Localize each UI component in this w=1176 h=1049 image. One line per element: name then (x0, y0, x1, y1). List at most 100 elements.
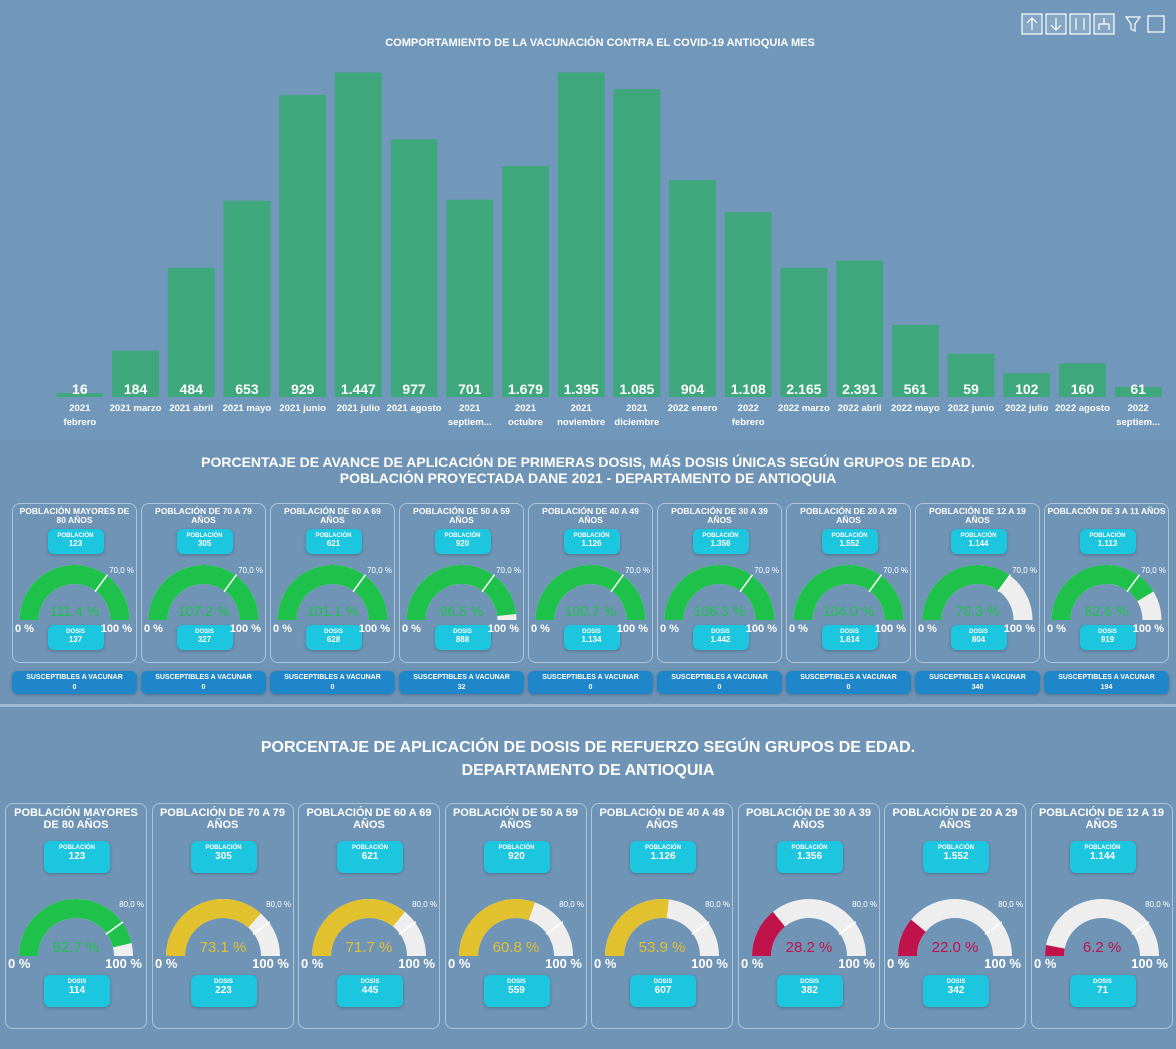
dose-pill-label: DOSIS (360, 979, 380, 985)
population-pill-label: POBLACIÓN (645, 845, 681, 851)
max-label: 100 % (545, 956, 582, 970)
percent-label: 92.7 % (53, 939, 100, 956)
gauge: 80,0 % 22.0 % 0 % 100 % (887, 899, 1023, 970)
card-title: POBLACIÓN DE 40 A 49 AÑOS (542, 506, 639, 526)
target-marker (997, 574, 1012, 593)
population-pill-value: 1.144 (968, 539, 989, 548)
gauge-fill (605, 899, 669, 956)
percent-label: 111.4 % (50, 603, 99, 619)
card-title: POBLACIÓN DE 30 A 39 AÑOS (745, 807, 872, 832)
value-label: 160 (1071, 381, 1095, 397)
target-label: 80,0 % (119, 900, 144, 909)
bar (223, 200, 271, 397)
card-title: POBLACIÓN MAYORES DE 80 AÑOS (14, 807, 138, 832)
dose-pill: DOSIS 382 (776, 975, 843, 1007)
min-label: 0 % (531, 623, 550, 635)
susceptible-value: 32 (457, 684, 466, 691)
gauge-card: POBLACIÓN MAYORES DE 80 AÑOS POBLACIÓN 123… (5, 803, 147, 1029)
bar (56, 392, 104, 397)
bar (334, 72, 382, 397)
min-label: 0 % (789, 623, 808, 635)
dose-pill-label: DOSIS (214, 979, 233, 985)
bar (947, 353, 995, 397)
max-label: 100 % (398, 956, 435, 970)
susceptible-pill: SUSCEPTIBLES A VACUNAR 0 (786, 671, 911, 694)
gauge: 70,0 % 70.3 % 0 % 100 % (918, 565, 1037, 635)
min-label: 0 % (273, 623, 292, 635)
susceptible-label: SUSCEPTIBLES A VACUNAR (1058, 674, 1155, 681)
dose-pill-value: 919 (1100, 635, 1115, 644)
dose-pill-value: 137 (68, 635, 83, 644)
dose-pill-label: DOSIS (969, 629, 988, 635)
expand-all[interactable] (1069, 13, 1091, 35)
target-label: 70,0 % (109, 566, 134, 575)
target-marker (544, 921, 563, 935)
population-pill-value: 1.126 (581, 539, 602, 548)
toolbar (1021, 13, 1165, 35)
x-tick-label: 2022 abril (837, 403, 882, 414)
population-pill: POBLACIÓN 1.356 (692, 529, 749, 554)
susceptible-label: SUSCEPTIBLES A VACUNAR (800, 674, 897, 681)
min-label: 0 % (448, 956, 471, 970)
max-label: 100 % (1004, 623, 1035, 635)
card-title: POBLACIÓN DE 60 A 69 AÑOS (284, 506, 381, 526)
dose-pill-value: 114 (68, 985, 86, 996)
gauge: 80,0 % 73.1 % 0 % 100 % (155, 899, 291, 970)
bar (1114, 386, 1162, 397)
gauge-fill (277, 565, 388, 620)
population-pill-value: 621 (361, 851, 379, 862)
max-label: 100 % (101, 623, 132, 635)
max-label: 100 % (1133, 623, 1164, 635)
dose-pill: DOSIS 223 (190, 975, 257, 1007)
population-pill-label: POBLACIÓN (938, 845, 974, 851)
target-marker (868, 574, 883, 593)
value-label: 102 (1015, 381, 1039, 397)
value-label: 977 (402, 381, 426, 397)
population-pill: POBLACIÓN 1.113 (1079, 529, 1136, 554)
card-title: POBLACIÓN DE 70 A 79 AÑOS (155, 506, 252, 526)
target-marker (691, 921, 710, 935)
target-label: 70,0 % (496, 566, 521, 575)
filter-button[interactable] (1124, 16, 1142, 32)
min-label: 0 % (1047, 623, 1066, 635)
min-label: 0 % (301, 956, 324, 970)
min-label: 0 % (918, 623, 937, 635)
gauge-fill (165, 899, 261, 956)
target-marker (481, 574, 496, 593)
max-label: 100 % (359, 623, 390, 635)
bar (279, 95, 327, 398)
bar (724, 212, 772, 397)
population-pill-label: POBLACIÓN (791, 845, 828, 851)
focus-button[interactable] (1147, 15, 1165, 33)
dose-pill-value: 382 (801, 985, 818, 996)
percent-label: 70.3 % (956, 603, 1000, 619)
population-pill-value: 1.552 (839, 539, 860, 548)
bar (502, 166, 549, 397)
target-label: 70,0 % (754, 566, 779, 575)
dose-pill-label: DOSIS (1093, 979, 1112, 985)
population-pill: POBLACIÓN 123 (44, 841, 110, 873)
population-pill-value: 1.126 (650, 851, 676, 862)
x-tick-label: 2022 enero (667, 403, 718, 414)
susceptible-value: 0 (588, 684, 593, 691)
dose-pill-value: 607 (654, 985, 672, 996)
population-pill-label: POBLACIÓN (573, 533, 610, 539)
population-pill-label: POBLACIÓN (57, 533, 94, 539)
percent-label: 73.1 % (199, 939, 246, 956)
susceptible-value: 0 (72, 684, 77, 691)
population-pill-value: 1.144 (1089, 851, 1116, 862)
target-label: 80,0 % (705, 900, 730, 909)
target-marker (223, 574, 238, 593)
gauge: 70,0 % 111.4 % 0 % 100 % (15, 565, 134, 635)
target-marker (1126, 574, 1141, 593)
population-pill: POBLACIÓN 621 (337, 841, 403, 873)
population-pill: POBLACIÓN 1.552 (923, 841, 989, 873)
dose-pill-label: DOSIS (653, 979, 673, 985)
value-label: 2.391 (842, 381, 877, 397)
gauge: 80,0 % 71.7 % 0 % 100 % (301, 899, 437, 970)
susceptible-pill: SUSCEPTIBLES A VACUNAR 340 (915, 671, 1040, 694)
dose-pill-label: DOSIS (195, 629, 214, 635)
drill-icon (1098, 18, 1110, 30)
gauge: 70,0 % 96.5 % 0 % 100 % (402, 565, 521, 635)
percent-label: 100.7 % (565, 603, 616, 619)
